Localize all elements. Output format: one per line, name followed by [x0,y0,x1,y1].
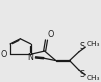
Text: S: S [79,70,84,79]
Text: O: O [1,50,7,59]
Text: CH₃: CH₃ [86,75,100,81]
Text: O: O [47,30,54,39]
Text: N: N [27,53,33,62]
Text: CH₃: CH₃ [86,41,100,47]
Text: S: S [79,42,84,51]
